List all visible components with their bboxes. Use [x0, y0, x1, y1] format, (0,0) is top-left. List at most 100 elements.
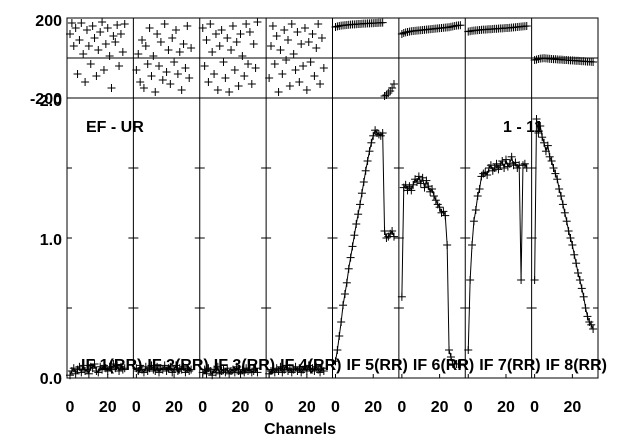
- phase-point: [162, 68, 171, 76]
- amplitude-point: [380, 227, 389, 235]
- phase-point: [183, 22, 192, 30]
- x-tick-label: 0: [331, 399, 340, 416]
- amplitude-point: [566, 234, 575, 242]
- phase-point: [164, 46, 173, 54]
- phase-point: [73, 70, 82, 78]
- x-tick-label: 20: [431, 399, 449, 416]
- phase-point: [79, 50, 88, 58]
- amplitude-point: [543, 141, 552, 150]
- phase-point: [456, 21, 465, 30]
- amplitude-point: [538, 133, 547, 142]
- amplitude-point: [109, 360, 118, 368]
- amplitude-plot-frame: [66, 97, 599, 379]
- amplitude-point: [66, 371, 74, 380]
- phase-point: [397, 30, 406, 38]
- amplitude-point: [547, 157, 556, 165]
- phase-point: [120, 20, 129, 28]
- phase-point: [399, 29, 408, 37]
- phase-point: [111, 38, 120, 46]
- amplitude-point: [295, 364, 304, 373]
- amplitude-point: [170, 365, 179, 374]
- amplitude-point: [564, 227, 573, 235]
- phase-point: [149, 52, 158, 60]
- amplitude-point: [316, 368, 325, 377]
- amplitude-point: [579, 292, 588, 301]
- phase-point: [204, 78, 213, 86]
- amplitude-point: [103, 367, 112, 375]
- amplitude-point: [532, 115, 541, 123]
- amplitude-point: [534, 129, 543, 137]
- phase-point: [251, 64, 260, 72]
- phase-point: [136, 78, 145, 86]
- amplitude-point: [446, 353, 455, 361]
- phase-point: [312, 44, 321, 52]
- annotation-baseline: EF - UR: [86, 119, 144, 136]
- phase-point: [185, 74, 194, 82]
- amplitude-point: [344, 264, 353, 273]
- phase-point: [69, 42, 78, 50]
- phase-point: [314, 20, 323, 28]
- amplitude-point: [136, 361, 145, 370]
- phase-point: [115, 62, 124, 70]
- phase-point: [156, 38, 165, 46]
- amplitude-point: [439, 207, 448, 216]
- amplitude-point: [536, 122, 545, 130]
- panel-label: IF 3(RR): [214, 357, 275, 374]
- amplitude-point: [378, 129, 387, 137]
- phase-point: [200, 62, 209, 70]
- phase-point: [81, 78, 90, 86]
- phase-point: [522, 22, 531, 30]
- amplitude-point: [568, 241, 577, 249]
- amplitude-point: [175, 364, 184, 373]
- amplitude-point: [560, 208, 569, 217]
- amplitude-point: [441, 211, 450, 220]
- amplitude-point: [572, 259, 581, 268]
- phase-point: [223, 34, 232, 42]
- phase-point: [308, 30, 317, 38]
- phase-point: [317, 34, 326, 42]
- amplitude-point: [553, 175, 562, 184]
- phase-point: [293, 28, 302, 36]
- phase-point: [187, 44, 196, 52]
- phase-point: [116, 30, 125, 38]
- phase-point: [228, 22, 237, 30]
- amplitude-point: [217, 367, 226, 375]
- amplitude-point: [475, 185, 484, 193]
- phase-point: [219, 58, 228, 66]
- x-tick-label: 20: [298, 399, 316, 416]
- phase-point: [217, 26, 226, 34]
- phase-point: [238, 52, 247, 60]
- amplitude-point: [357, 189, 366, 198]
- phase-point: [158, 76, 167, 84]
- phase-point: [71, 24, 80, 32]
- amplitude-point: [365, 147, 374, 156]
- phase-point: [265, 74, 274, 82]
- amplitude-point: [367, 138, 376, 147]
- amplitude-point: [107, 365, 116, 374]
- amplitude-point: [251, 364, 260, 373]
- phase-point: [283, 36, 292, 44]
- amplitude-point: [75, 362, 84, 371]
- phase-point: [234, 82, 243, 90]
- amplitude-point: [494, 165, 503, 174]
- amplitude-point: [575, 276, 584, 284]
- phase-point: [249, 40, 258, 48]
- amplitude-point: [240, 368, 249, 377]
- amplitude-point: [158, 365, 167, 374]
- amplitude-point: [147, 361, 156, 370]
- amplitude-point: [414, 172, 423, 181]
- x-tick-label: 0: [132, 399, 141, 416]
- amp-tick-label-0: 0.0: [40, 371, 62, 388]
- phase-point: [247, 80, 256, 88]
- amplitude-point: [412, 178, 421, 186]
- phase-point: [160, 20, 169, 28]
- amplitude-point: [464, 346, 473, 354]
- amplitude-point: [267, 367, 276, 375]
- phase-point: [295, 78, 304, 86]
- amplitude-point: [473, 192, 482, 200]
- amplitude-point: [280, 365, 289, 374]
- amplitude-point: [221, 368, 230, 377]
- phase-point: [242, 20, 251, 28]
- phase-point: [84, 42, 93, 50]
- phase-point: [316, 80, 325, 88]
